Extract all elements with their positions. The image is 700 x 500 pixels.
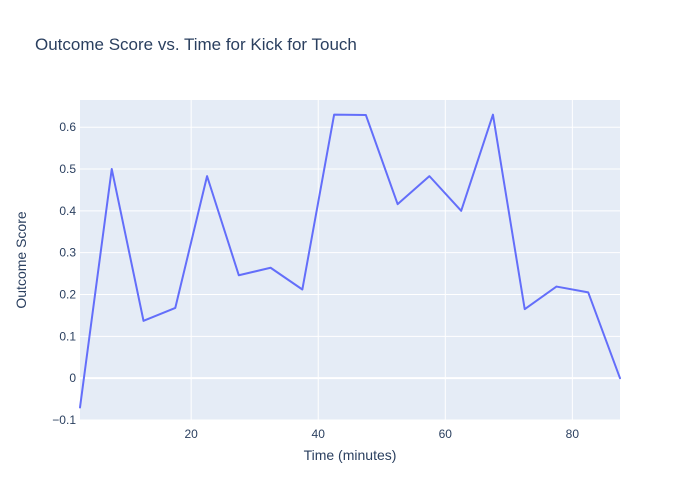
y-tick-label: 0.1	[59, 329, 76, 343]
y-tick-label: −0.1	[52, 413, 76, 427]
y-tick-label: 0.3	[59, 246, 76, 260]
y-tick-label: 0.6	[59, 120, 76, 134]
series-layer	[79, 113, 621, 409]
y-tick-label: 0.5	[59, 162, 76, 176]
x-tick-label: 40	[312, 427, 326, 441]
chart-title: Outcome Score vs. Time for Kick for Touc…	[35, 35, 357, 54]
y-axis-title: Outcome Score	[13, 211, 29, 308]
x-axis-title: Time (minutes)	[304, 447, 397, 463]
plot-area	[80, 100, 620, 420]
grid-lines	[80, 100, 620, 421]
y-tick-label: 0.4	[59, 204, 76, 218]
x-tick-label: 20	[184, 427, 198, 441]
y-tick-label: 0.2	[59, 288, 76, 302]
tick-labels: 20 40 60 80 −0.1 0 0.1 0.2 0.3 0.4 0.5 0.6	[52, 120, 579, 441]
y-tick-label: 0	[69, 371, 76, 385]
series-line	[79, 113, 621, 409]
x-tick-label: 60	[439, 427, 453, 441]
x-tick-label: 80	[566, 427, 580, 441]
